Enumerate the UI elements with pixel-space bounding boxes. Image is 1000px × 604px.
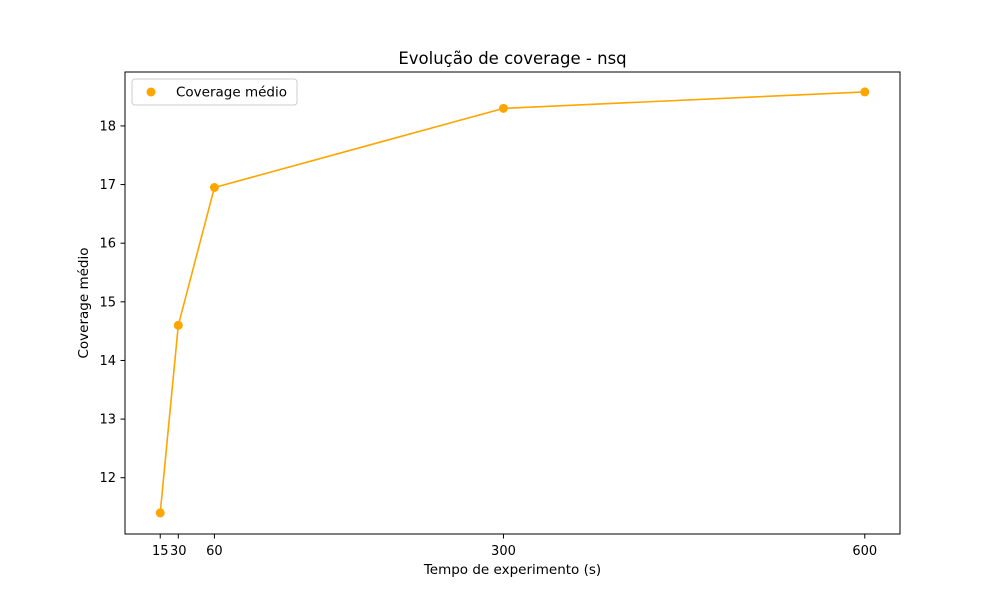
y-tick-label: 17	[99, 178, 116, 193]
plot-area	[124, 71, 901, 535]
x-axis-label: Tempo de experimento (s)	[423, 562, 601, 578]
x-tick-label: 30	[170, 544, 187, 559]
data-point	[860, 87, 870, 97]
y-axis-label: Coverage médio	[76, 247, 92, 358]
y-tick-label: 15	[99, 295, 116, 310]
legend-box	[131, 78, 298, 106]
y-tick-label: 16	[99, 237, 116, 252]
data-point	[498, 103, 508, 113]
data-point	[209, 183, 219, 192]
data-point	[173, 320, 183, 330]
x-tick-label: 300	[491, 544, 516, 559]
chart-title: Evolução de coverage - nsq	[398, 49, 626, 68]
series-layer	[155, 87, 870, 518]
legend-entry-label: Coverage médio	[176, 85, 287, 101]
x-tick-label: 15	[152, 544, 169, 559]
x-axis-ticks: 15 30 60 300 600	[152, 534, 877, 559]
x-tick-label: 60	[206, 544, 223, 559]
y-tick-label: 18	[99, 119, 116, 134]
y-tick-label: 12	[99, 471, 116, 486]
y-tick-label: 13	[99, 413, 116, 428]
plot-frame	[124, 71, 901, 535]
legend-marker	[146, 87, 156, 97]
x-tick-label: 600	[852, 544, 877, 559]
y-tick-label: 14	[99, 354, 116, 369]
y-axis-ticks: 12 13 14 15 16 17 18	[99, 119, 125, 486]
legend: Coverage médio	[131, 78, 298, 106]
data-point	[155, 508, 165, 518]
